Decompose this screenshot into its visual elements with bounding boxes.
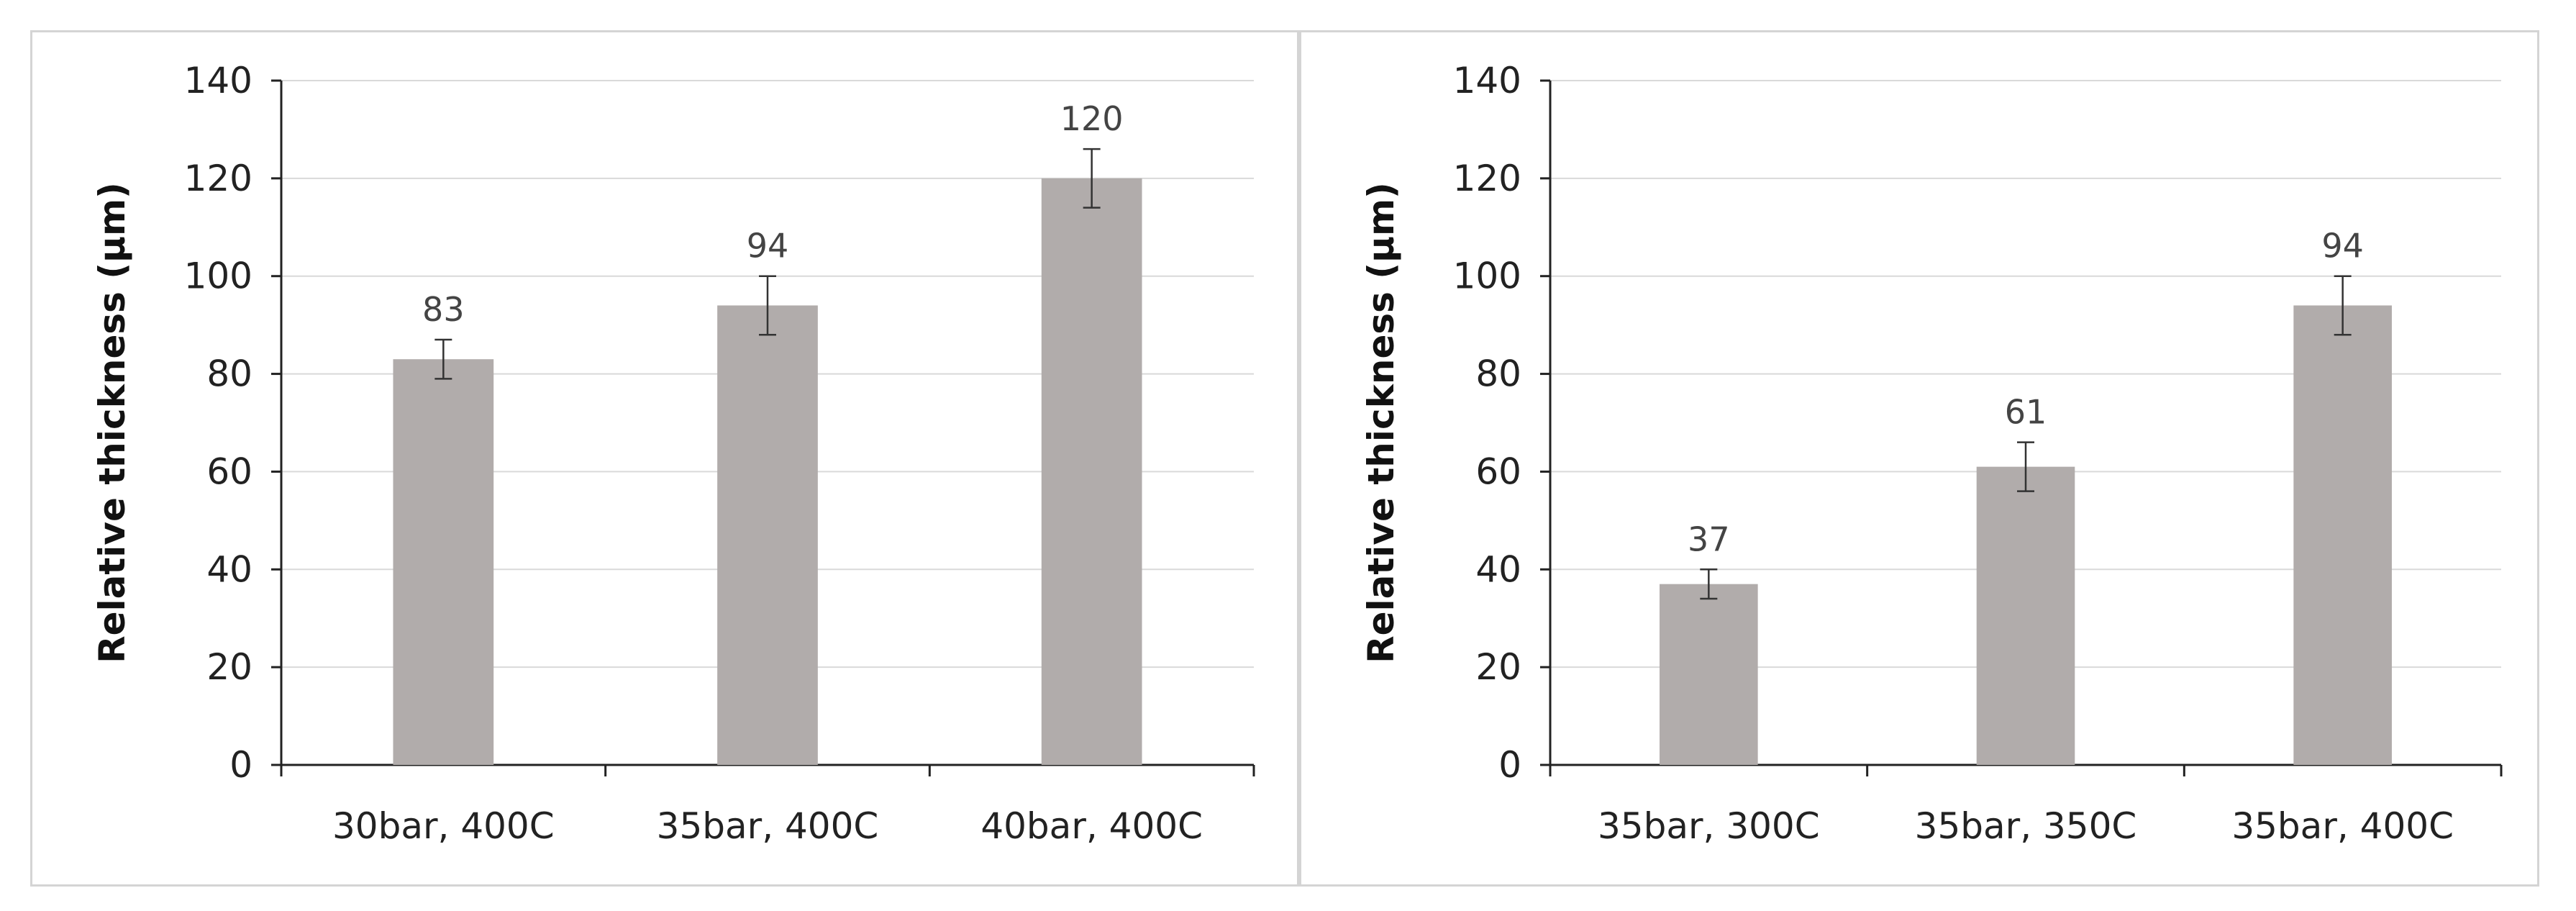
- y-tick-label: 100: [184, 255, 252, 297]
- y-tick-label: 60: [1475, 450, 1521, 492]
- bar-chart-left: 0 20 40 60 80 100 120 140 83 30bar, 400C 94 35bar, …: [91, 60, 1255, 847]
- error-bar: [434, 338, 452, 380]
- bar: [2293, 305, 2392, 765]
- chart-panel-right: 0 20 40 60 80 100 120 140 37 35bar, 300C 61 35bar, …: [1299, 30, 2539, 887]
- data-label: 120: [1060, 99, 1124, 138]
- y-tick-label: 120: [1453, 158, 1521, 199]
- x-tick-label: 35bar, 300C: [1598, 805, 1820, 847]
- bar: [1660, 584, 1758, 765]
- y-tick-label: 140: [184, 60, 252, 101]
- error-bar: [1083, 148, 1101, 209]
- y-tick-label: 100: [1453, 255, 1521, 297]
- data-label: 94: [747, 227, 789, 266]
- data-label: 61: [2005, 393, 2047, 432]
- y-tick-label: 80: [206, 353, 252, 395]
- x-tick-label: 40bar, 400C: [980, 805, 1203, 847]
- bar: [1041, 178, 1142, 765]
- y-axis-title: Relative thickness (μm): [91, 182, 133, 663]
- y-tick-label: 40: [206, 548, 252, 590]
- error-bar: [2334, 275, 2352, 336]
- x-tick-label: 35bar, 350C: [1915, 805, 2137, 847]
- data-label: 94: [2321, 227, 2364, 266]
- x-tick-label: 35bar, 400C: [657, 805, 879, 847]
- error-bar: [2017, 441, 2034, 492]
- data-label: 37: [1688, 520, 1730, 558]
- chart-panel-left: 0 20 40 60 80 100 120 140 83 30bar, 400C 94 35bar, …: [30, 30, 1299, 887]
- bar: [717, 305, 818, 765]
- y-axis-title: Relative thickness (μm): [1360, 182, 1402, 663]
- y-tick-label: 140: [1453, 60, 1521, 101]
- bar: [393, 359, 494, 765]
- y-tick-label: 0: [229, 744, 252, 786]
- y-tick-label: 40: [1475, 548, 1521, 590]
- y-tick-label: 0: [1498, 744, 1521, 786]
- x-tick-label: 30bar, 400C: [332, 805, 555, 847]
- error-bar: [1700, 568, 1718, 600]
- y-tick-label: 80: [1475, 353, 1521, 395]
- y-tick-label: 20: [206, 646, 252, 688]
- bar: [1976, 466, 2075, 765]
- y-tick-label: 60: [206, 450, 252, 492]
- y-tick-label: 120: [184, 158, 252, 199]
- data-label: 83: [422, 290, 465, 329]
- x-tick-label: 35bar, 400C: [2231, 805, 2454, 847]
- y-tick-label: 20: [1475, 646, 1521, 688]
- error-bar: [759, 275, 776, 336]
- bar-chart-right: 0 20 40 60 80 100 120 140 37 35bar, 300C 61 35bar, …: [1360, 60, 2503, 847]
